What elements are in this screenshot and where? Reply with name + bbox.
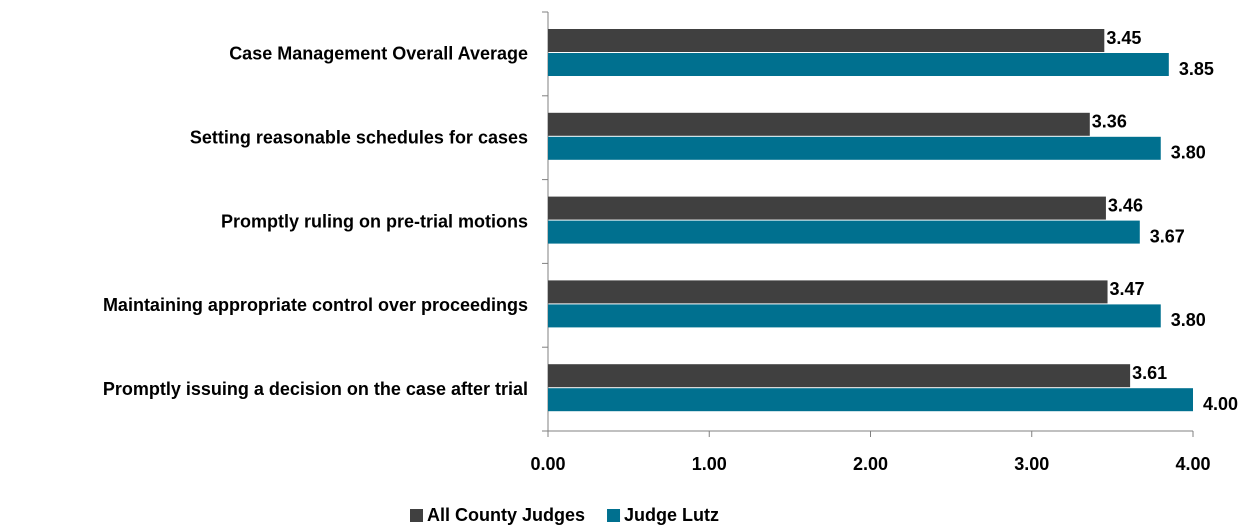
bar — [548, 304, 1161, 328]
bar — [548, 53, 1169, 76]
x-tick-label: 1.00 — [692, 454, 727, 474]
data-label: 3.67 — [1150, 226, 1185, 246]
bar — [548, 29, 1105, 52]
data-label: 3.80 — [1171, 143, 1206, 163]
data-label: 3.80 — [1171, 310, 1206, 330]
bar — [548, 388, 1193, 412]
y-tick-label: Setting reasonable schedules for cases — [190, 127, 528, 147]
data-label: 4.00 — [1203, 394, 1238, 414]
bar — [548, 196, 1106, 220]
y-tick-label: Case Management Overall Average — [229, 44, 528, 64]
x-tick-label: 0.00 — [530, 454, 565, 474]
legend-swatch — [607, 509, 621, 522]
x-tick-label: 2.00 — [853, 454, 888, 474]
bar — [548, 136, 1161, 160]
bar — [548, 280, 1108, 304]
bar — [548, 112, 1090, 136]
bar — [548, 364, 1131, 388]
data-label: 3.45 — [1106, 28, 1141, 48]
data-label: 3.61 — [1132, 363, 1167, 383]
data-label: 3.46 — [1108, 195, 1143, 215]
y-tick-label: Maintaining appropriate control over pro… — [103, 295, 528, 315]
y-tick-label: Promptly ruling on pre-trial motions — [221, 211, 528, 231]
legend-label: Judge Lutz — [624, 505, 719, 525]
bar — [548, 220, 1140, 244]
legend-label: All County Judges — [427, 505, 585, 525]
data-label: 3.47 — [1110, 279, 1145, 299]
legend-swatch — [410, 509, 423, 522]
x-tick-label: 3.00 — [1014, 454, 1049, 474]
y-tick-label: Promptly issuing a decision on the case … — [103, 379, 528, 399]
x-tick-label: 4.00 — [1175, 454, 1210, 474]
data-label: 3.36 — [1092, 112, 1127, 132]
data-label: 3.85 — [1179, 59, 1214, 79]
